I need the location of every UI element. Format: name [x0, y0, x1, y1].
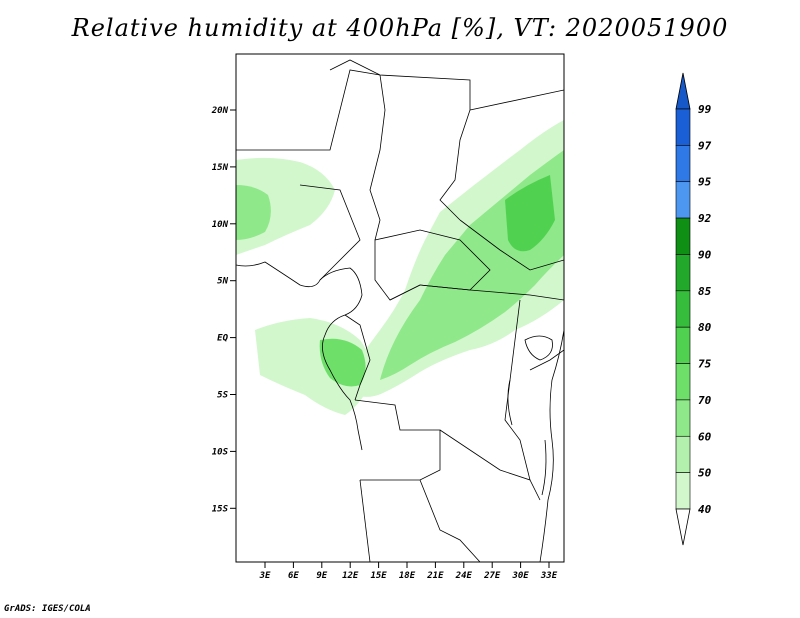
colorbar-segment [675, 326, 691, 364]
colorbar-label: 85 [698, 285, 712, 298]
colorbar-label: 97 [698, 139, 712, 152]
border-namibia [359, 479, 371, 562]
lat-tick-label: 15S [212, 504, 229, 514]
lon-tick-label: 6E [288, 571, 299, 581]
border-chad-sudan [439, 109, 471, 221]
humidity-area-west-core [236, 185, 271, 240]
border-botswana [419, 479, 481, 562]
lon-tick-label: 33E [540, 571, 558, 581]
lon-tick-label: 12E [342, 571, 359, 581]
border-niger-chad [369, 74, 386, 241]
colorbar-label: 50 [698, 467, 712, 480]
humidity-field [236, 120, 564, 415]
border-angola [354, 399, 441, 481]
lon-tick-label: 9E [316, 571, 327, 581]
coastline-east-africa [539, 329, 564, 562]
border-algeria-libya [329, 59, 381, 76]
border-drc-north [389, 284, 564, 301]
coastlines-borders [236, 59, 564, 562]
lake-tanganyika [507, 379, 513, 426]
lat-tick-label: 10N [212, 220, 229, 230]
colorbar-label: 75 [698, 358, 712, 371]
lon-tick-label: 3E [259, 571, 271, 581]
border-sudan-south [459, 219, 564, 271]
colorbar-label: 60 [698, 430, 712, 443]
lat-tick-label: 10S [212, 447, 229, 457]
lon-tick-label: 24E [455, 571, 473, 581]
border-sahara-north [236, 69, 564, 151]
lon-tick-label: 18E [399, 571, 416, 581]
colorbar-segment [675, 217, 691, 255]
colorbar-segment [675, 108, 691, 146]
colorbar-label: 90 [698, 248, 712, 261]
colorbar-segment [675, 290, 691, 328]
lon-tick-label: 27E [483, 571, 501, 581]
colorbar-label: 70 [698, 394, 712, 407]
latitude-axis: 20N 15N 10N 5N EQ 5S 10S 15S [211, 106, 236, 514]
colorbar-segment [675, 363, 691, 401]
colorbar-label: 92 [698, 212, 712, 225]
colorbar-segment [675, 181, 691, 219]
border-zambia [439, 429, 541, 501]
lake-malawi [541, 439, 547, 496]
grads-credit: GrADS: IGES/COLA [4, 604, 91, 614]
colorbar-segment [675, 145, 691, 183]
lat-tick-label: 20N [211, 106, 229, 116]
colorbar-segment [675, 399, 691, 437]
colorbar-segment [675, 254, 691, 292]
colorbar-label: 99 [698, 103, 712, 116]
lake-victoria [524, 335, 553, 361]
colorbar-label: 40 [698, 503, 712, 516]
longitude-axis: 3E 6E 9E 12E 15E 18E 21E 24E 27E 30E 33E [259, 562, 558, 581]
colorbar-segment [675, 435, 691, 473]
chart-title: Relative humidity at 400hPa [%], VT: 202… [71, 14, 729, 42]
lat-tick-label: 15N [212, 163, 229, 173]
coastline-west-africa [236, 261, 363, 451]
lon-tick-label: 21E [426, 571, 444, 581]
humidity-area-east-peak [505, 175, 555, 252]
colorbar-label: 80 [698, 321, 712, 334]
border-nigeria-cameroon [299, 184, 361, 281]
lat-tick-label: EQ [217, 334, 228, 344]
lon-tick-label: 30E [511, 571, 529, 581]
map-frame [235, 53, 565, 563]
border-drc-west [344, 314, 371, 401]
lat-tick-label: 5N [217, 277, 228, 287]
border-tanzania [529, 349, 564, 371]
lat-tick-label: 5S [217, 391, 228, 401]
colorbar: 99 97 95 92 90 85 80 75 70 60 50 40 [675, 72, 712, 546]
colorbar-top-arrow [675, 72, 691, 110]
humidity-area-congo-core [319, 338, 366, 387]
lon-tick-label: 15E [370, 571, 387, 581]
border-drc-east [504, 299, 531, 481]
colorbar-label: 95 [698, 176, 712, 189]
colorbar-bottom-arrow [675, 508, 691, 546]
colorbar-segment [675, 472, 691, 510]
